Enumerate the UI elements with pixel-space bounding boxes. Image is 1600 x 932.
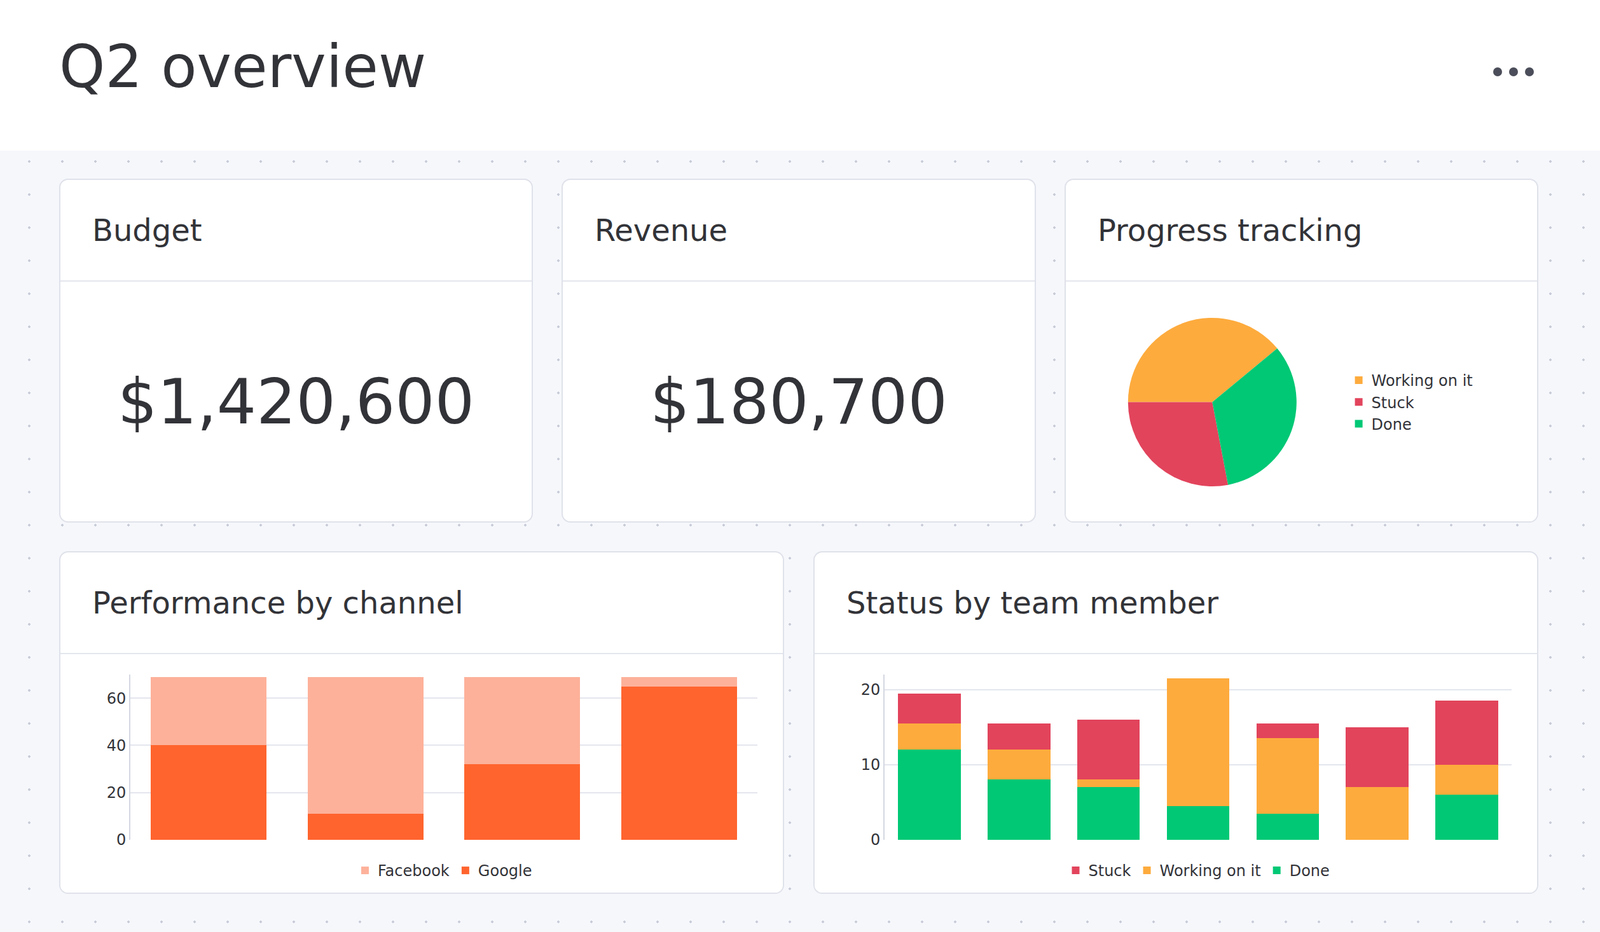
svg-text:Facebook: Facebook <box>377 862 450 881</box>
svg-text:40: 40 <box>106 737 127 755</box>
svg-text:Stuck: Stuck <box>1088 862 1132 881</box>
html-text:Revenue: Revenue <box>594 212 728 249</box>
html-text:Budget: Budget <box>92 212 202 249</box>
svg-text:Google: Google <box>478 862 533 881</box>
svg-text:0: 0 <box>870 831 881 849</box>
html-text:$1,420,600: $1,420,600 <box>117 365 475 438</box>
svg-text:Working on it: Working on it <box>1371 372 1473 390</box>
svg-text:60: 60 <box>106 689 127 708</box>
html-text:Progress tracking: Progress tracking <box>1097 212 1363 249</box>
svg-text:10: 10 <box>861 756 881 774</box>
svg-text:0: 0 <box>116 831 126 849</box>
html-text:Performance by channel: Performance by channel <box>92 585 464 621</box>
svg-text:Working on it: Working on it <box>1159 862 1262 881</box>
svg-text:Done: Done <box>1289 862 1330 881</box>
svg-text:Done: Done <box>1371 415 1412 434</box>
svg-text:20: 20 <box>106 784 127 802</box>
html-text:Q2 overview: Q2 overview <box>59 33 427 102</box>
html-text:Status by team member: Status by team member <box>846 585 1219 621</box>
html-text:$180,700: $180,700 <box>650 365 948 438</box>
svg-text:Stuck: Stuck <box>1371 394 1415 413</box>
svg-text:20: 20 <box>861 681 881 699</box>
